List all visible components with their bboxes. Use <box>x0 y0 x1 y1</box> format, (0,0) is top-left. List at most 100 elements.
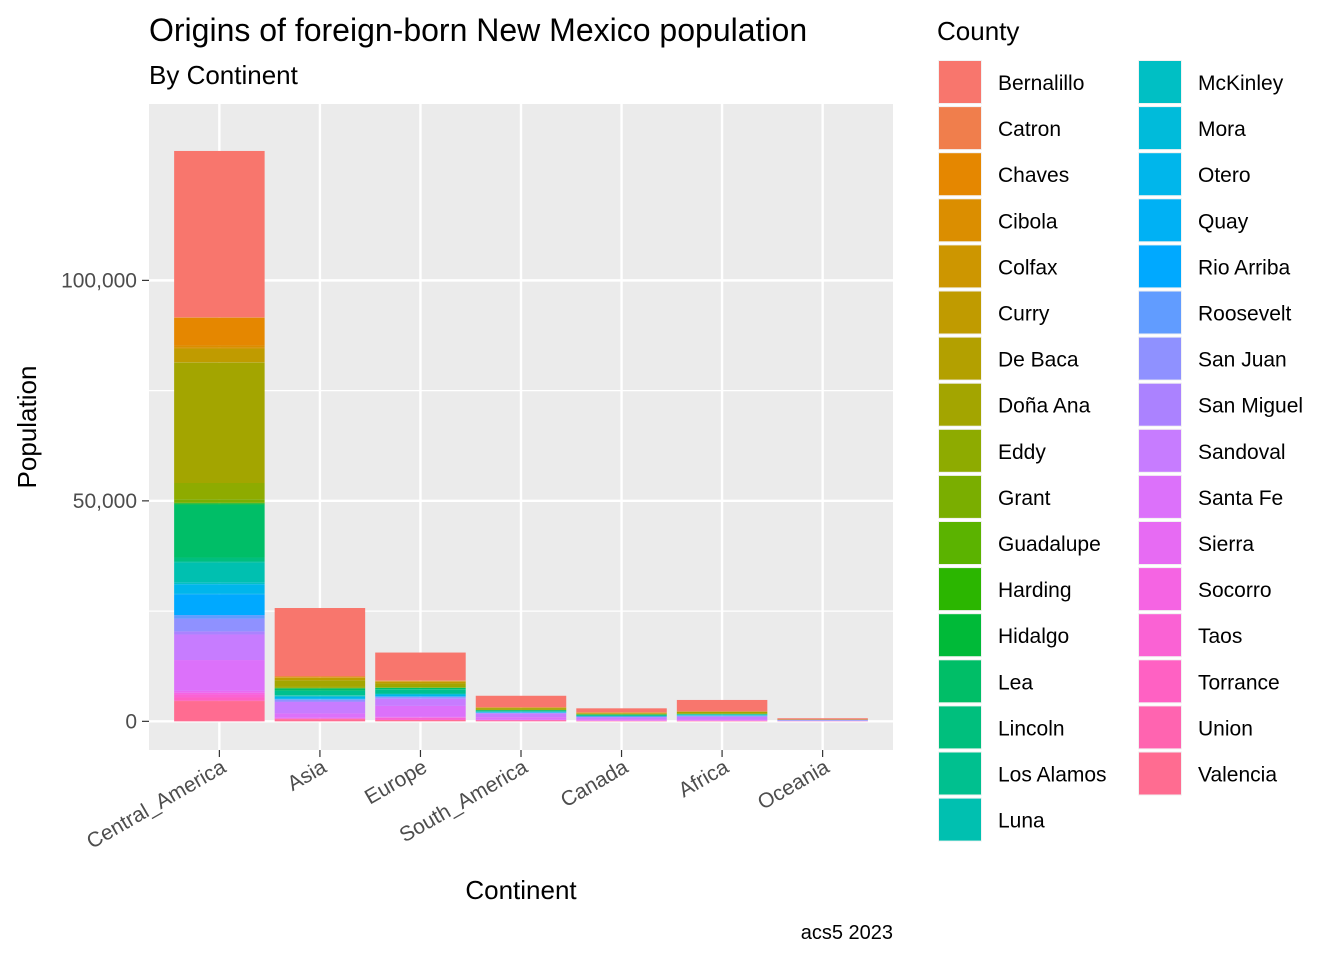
bar-segment <box>676 699 768 712</box>
legend-label: Guadalupe <box>998 533 1101 556</box>
bar-segment <box>174 503 265 505</box>
x-tick-label: Africa <box>675 755 733 802</box>
chart-subtitle: By Continent <box>149 60 299 90</box>
legend-item: De Baca <box>938 336 1079 381</box>
legend-item: Valencia <box>1138 751 1277 796</box>
bar-segment <box>375 652 466 681</box>
legend-swatch <box>1139 614 1181 657</box>
legend-swatch <box>939 245 981 288</box>
bar-stack-europe <box>375 652 466 722</box>
legend-swatch <box>939 614 981 657</box>
legend-item: Guadalupe <box>938 521 1101 565</box>
y-tick-label: 0 <box>125 710 137 733</box>
legend-item: Rio Arriba <box>1138 244 1291 289</box>
legend-label: De Baca <box>998 349 1079 372</box>
legend-label: Eddy <box>998 441 1046 464</box>
bar-segment <box>174 348 265 363</box>
bar-segment <box>274 696 366 699</box>
y-tick-label: 100,000 <box>61 269 137 292</box>
legend-label: Los Alamos <box>998 764 1107 787</box>
bar-segment <box>174 690 265 693</box>
bar-segment <box>274 695 366 697</box>
bar-segment <box>375 698 466 706</box>
legend-label: Otero <box>1198 164 1251 187</box>
bar-segment <box>375 694 466 697</box>
legend-swatch <box>1139 752 1181 795</box>
legend-item: Cibola <box>938 198 1058 243</box>
legend-item: San Miguel <box>1138 382 1303 427</box>
legend-swatch <box>1139 199 1181 242</box>
bar-segment <box>174 634 265 661</box>
legend-item: Eddy <box>938 428 1046 473</box>
bar-segment <box>274 713 366 718</box>
bar-segment <box>174 561 265 563</box>
bar-segment <box>475 713 567 718</box>
legend-item: McKinley <box>1138 60 1284 104</box>
bar-segment <box>576 716 667 718</box>
legend-item: Santa Fe <box>1138 474 1283 519</box>
legend-item: Curry <box>938 290 1050 335</box>
bar-segment <box>375 686 466 688</box>
bar-stack-asia <box>274 608 366 722</box>
legend-swatch <box>1139 337 1181 380</box>
x-tick-label: Europe <box>361 755 431 809</box>
legend-swatch <box>1139 706 1181 749</box>
legend-item: Taos <box>1138 613 1242 658</box>
legend-label: Valencia <box>1198 764 1277 787</box>
legend-item: Grant <box>938 474 1051 519</box>
legend-item: Bernalillo <box>938 60 1084 104</box>
legend-label: Roosevelt <box>1198 303 1292 326</box>
bar-segment <box>274 688 366 691</box>
bar-segment <box>274 719 366 722</box>
x-tick-label: Canada <box>557 755 632 812</box>
bar-segment <box>174 694 265 698</box>
legend-item: Harding <box>938 567 1072 612</box>
legend-label: Bernalillo <box>998 72 1084 95</box>
bar-segment <box>475 708 567 710</box>
legend-label: Taos <box>1198 625 1242 648</box>
bar-segment <box>375 687 466 690</box>
legend-item: Chaves <box>938 152 1069 197</box>
legend-swatch <box>1139 153 1181 196</box>
legend-label: San Juan <box>1198 349 1287 372</box>
legend-label: Grant <box>998 487 1051 510</box>
legend-swatch <box>939 429 981 472</box>
legend-item: San Juan <box>1138 336 1287 381</box>
bar-segment <box>475 710 567 712</box>
y-axis-title: Population <box>12 366 42 489</box>
bar-segment <box>174 584 265 594</box>
bar-segment <box>174 562 265 583</box>
legend-label: Torrance <box>1198 671 1280 694</box>
bar-segment <box>475 695 567 708</box>
legend: Bernalillo Catron Chaves Cibola Colfax Curry D… <box>938 60 1303 842</box>
legend-label: Sandoval <box>1198 441 1286 464</box>
x-axis-title: Continent <box>465 875 577 905</box>
legend-label: Harding <box>998 579 1072 602</box>
bar-stack-south-america <box>475 695 567 722</box>
legend-item: Otero <box>1138 152 1251 197</box>
legend-swatch <box>939 199 981 242</box>
legend-item: Catron <box>938 106 1061 151</box>
legend-item: Union <box>1138 705 1253 750</box>
legend-swatch <box>939 153 981 196</box>
bar-stacks <box>174 150 868 722</box>
legend-label: San Miguel <box>1198 395 1303 418</box>
legend-swatch <box>1139 429 1181 472</box>
legend-swatch <box>1139 475 1181 518</box>
bar-stack-central-america <box>174 150 265 722</box>
legend-label: Luna <box>998 810 1045 833</box>
legend-item: Los Alamos <box>938 751 1107 796</box>
legend-item: Luna <box>938 797 1045 842</box>
legend-label: Sierra <box>1198 533 1254 556</box>
bar-segment <box>274 680 366 687</box>
legend-item: Sandoval <box>1138 428 1286 473</box>
bar-segment <box>174 483 265 500</box>
bar-segment <box>274 690 366 696</box>
legend-item: Socorro <box>1138 567 1272 612</box>
legend-label: Catron <box>998 118 1061 141</box>
legend-label: Colfax <box>998 256 1058 279</box>
legend-swatch <box>939 798 981 841</box>
bar-segment <box>375 705 466 717</box>
bar-segment <box>274 699 366 702</box>
